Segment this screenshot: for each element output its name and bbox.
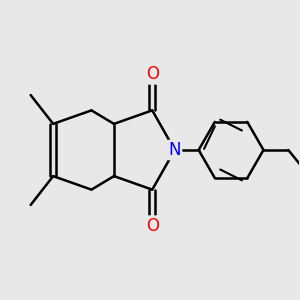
Text: N: N — [169, 141, 181, 159]
Text: O: O — [146, 217, 159, 235]
Text: O: O — [146, 65, 159, 83]
